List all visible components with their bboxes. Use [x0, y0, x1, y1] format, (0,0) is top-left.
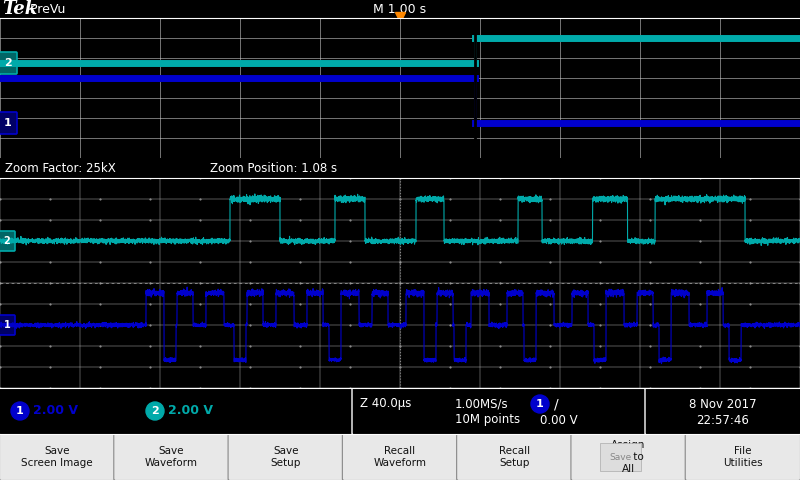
Circle shape: [531, 395, 549, 413]
Text: []: []: [471, 143, 479, 153]
Text: 1: 1: [16, 406, 24, 416]
Circle shape: [146, 402, 164, 420]
Text: Save
Screen Image: Save Screen Image: [22, 446, 93, 468]
FancyBboxPatch shape: [0, 52, 17, 74]
FancyBboxPatch shape: [228, 433, 343, 480]
Text: Save: Save: [610, 453, 632, 461]
FancyBboxPatch shape: [686, 433, 800, 480]
Text: 2.00 V: 2.00 V: [168, 405, 213, 418]
Text: File
Utilities: File Utilities: [723, 446, 762, 468]
FancyBboxPatch shape: [571, 433, 686, 480]
Text: Assign: Assign: [611, 440, 646, 450]
Text: 1: 1: [536, 399, 544, 409]
Text: 2: 2: [4, 236, 10, 246]
Text: 10M points: 10M points: [455, 413, 520, 427]
Text: 1: 1: [4, 320, 10, 330]
Text: Recall
Setup: Recall Setup: [498, 446, 530, 468]
FancyBboxPatch shape: [0, 112, 17, 134]
Text: 2: 2: [4, 58, 12, 68]
Text: M 1.00 s: M 1.00 s: [374, 2, 426, 15]
Text: Z 40.0μs: Z 40.0μs: [360, 397, 411, 410]
FancyBboxPatch shape: [342, 433, 458, 480]
FancyBboxPatch shape: [352, 387, 646, 435]
Text: Zoom Position: 1.08 s: Zoom Position: 1.08 s: [210, 161, 337, 175]
Text: All: All: [622, 464, 635, 474]
Text: 2: 2: [151, 406, 159, 416]
Text: /: /: [554, 397, 558, 411]
FancyBboxPatch shape: [645, 387, 800, 435]
Text: 22:57:46: 22:57:46: [697, 413, 750, 427]
Text: Tek: Tek: [2, 0, 38, 18]
Text: 8 Nov 2017: 8 Nov 2017: [689, 397, 757, 410]
Text: Save
Setup: Save Setup: [270, 446, 301, 468]
Text: 2.00 V: 2.00 V: [33, 405, 78, 418]
Text: 0.00 V: 0.00 V: [540, 413, 578, 427]
FancyBboxPatch shape: [0, 315, 15, 335]
Text: 1.00MS/s: 1.00MS/s: [455, 397, 509, 410]
Text: Recall
Waveform: Recall Waveform: [374, 446, 426, 468]
Text: 1: 1: [4, 118, 12, 128]
FancyBboxPatch shape: [0, 231, 15, 251]
FancyBboxPatch shape: [114, 433, 229, 480]
Text: Save
Waveform: Save Waveform: [145, 446, 198, 468]
Circle shape: [11, 402, 29, 420]
Text: PreVu: PreVu: [26, 2, 66, 15]
Text: Zoom Factor: 25kX: Zoom Factor: 25kX: [5, 161, 116, 175]
FancyBboxPatch shape: [457, 433, 572, 480]
FancyBboxPatch shape: [0, 387, 353, 435]
FancyBboxPatch shape: [0, 433, 114, 480]
Text: to: to: [630, 452, 643, 462]
